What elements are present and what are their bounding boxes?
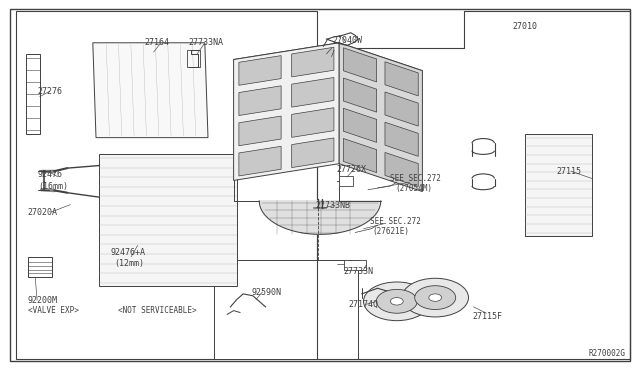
Polygon shape <box>344 138 376 173</box>
Polygon shape <box>292 108 334 137</box>
Polygon shape <box>344 48 376 82</box>
Text: 92476: 92476 <box>37 170 62 179</box>
Polygon shape <box>292 138 334 167</box>
Polygon shape <box>385 62 419 96</box>
Polygon shape <box>385 122 419 156</box>
Polygon shape <box>259 201 381 234</box>
Bar <box>339 176 353 186</box>
Text: (12mm): (12mm) <box>114 259 144 267</box>
Text: 27276: 27276 <box>37 87 62 96</box>
Polygon shape <box>239 116 281 146</box>
Bar <box>187 50 200 67</box>
Text: (16mm): (16mm) <box>38 182 68 190</box>
Text: 92200M: 92200M <box>28 296 58 305</box>
Bar <box>26 54 40 134</box>
Polygon shape <box>292 47 334 77</box>
Text: 27115: 27115 <box>557 167 582 176</box>
Polygon shape <box>239 146 281 176</box>
Polygon shape <box>239 55 281 85</box>
Bar <box>525 134 592 236</box>
Polygon shape <box>93 43 208 138</box>
Bar <box>28 257 52 277</box>
Text: 92476+A: 92476+A <box>110 248 145 257</box>
Polygon shape <box>385 153 419 186</box>
Polygon shape <box>344 108 376 142</box>
Circle shape <box>402 278 468 317</box>
Polygon shape <box>339 43 422 192</box>
Text: 27164: 27164 <box>144 38 169 47</box>
Text: 27174Q: 27174Q <box>349 300 379 309</box>
Circle shape <box>415 286 456 310</box>
Text: 27726X: 27726X <box>336 165 366 174</box>
Text: 27733N: 27733N <box>344 267 374 276</box>
Polygon shape <box>344 78 376 112</box>
Polygon shape <box>239 86 281 115</box>
Bar <box>344 260 366 270</box>
Polygon shape <box>234 43 339 180</box>
Text: 27020A: 27020A <box>28 208 58 217</box>
Bar <box>214 260 358 359</box>
Text: (27054M): (27054M) <box>395 184 432 193</box>
Text: SEE SEC.272: SEE SEC.272 <box>370 217 420 226</box>
Text: <NOT SERVICEABLE>: <NOT SERVICEABLE> <box>118 306 197 315</box>
Text: SEE SEC.272: SEE SEC.272 <box>390 174 441 183</box>
Text: 27733NA: 27733NA <box>189 38 224 47</box>
Bar <box>99 154 237 286</box>
Polygon shape <box>385 92 419 126</box>
Circle shape <box>390 298 403 305</box>
Circle shape <box>364 282 430 321</box>
Text: 27733NB: 27733NB <box>316 201 351 210</box>
Polygon shape <box>234 43 422 87</box>
Circle shape <box>429 294 442 301</box>
Text: R270002G: R270002G <box>589 349 626 358</box>
Bar <box>16 11 317 359</box>
Text: <VALVE EXP>: <VALVE EXP> <box>28 306 78 315</box>
Text: 92590N: 92590N <box>252 288 282 296</box>
Text: 27115F: 27115F <box>472 312 502 321</box>
Text: 27010: 27010 <box>512 22 537 31</box>
Text: (27621E): (27621E) <box>372 227 410 236</box>
Circle shape <box>376 289 417 313</box>
Text: 27040W: 27040W <box>333 36 363 45</box>
Polygon shape <box>292 77 334 107</box>
